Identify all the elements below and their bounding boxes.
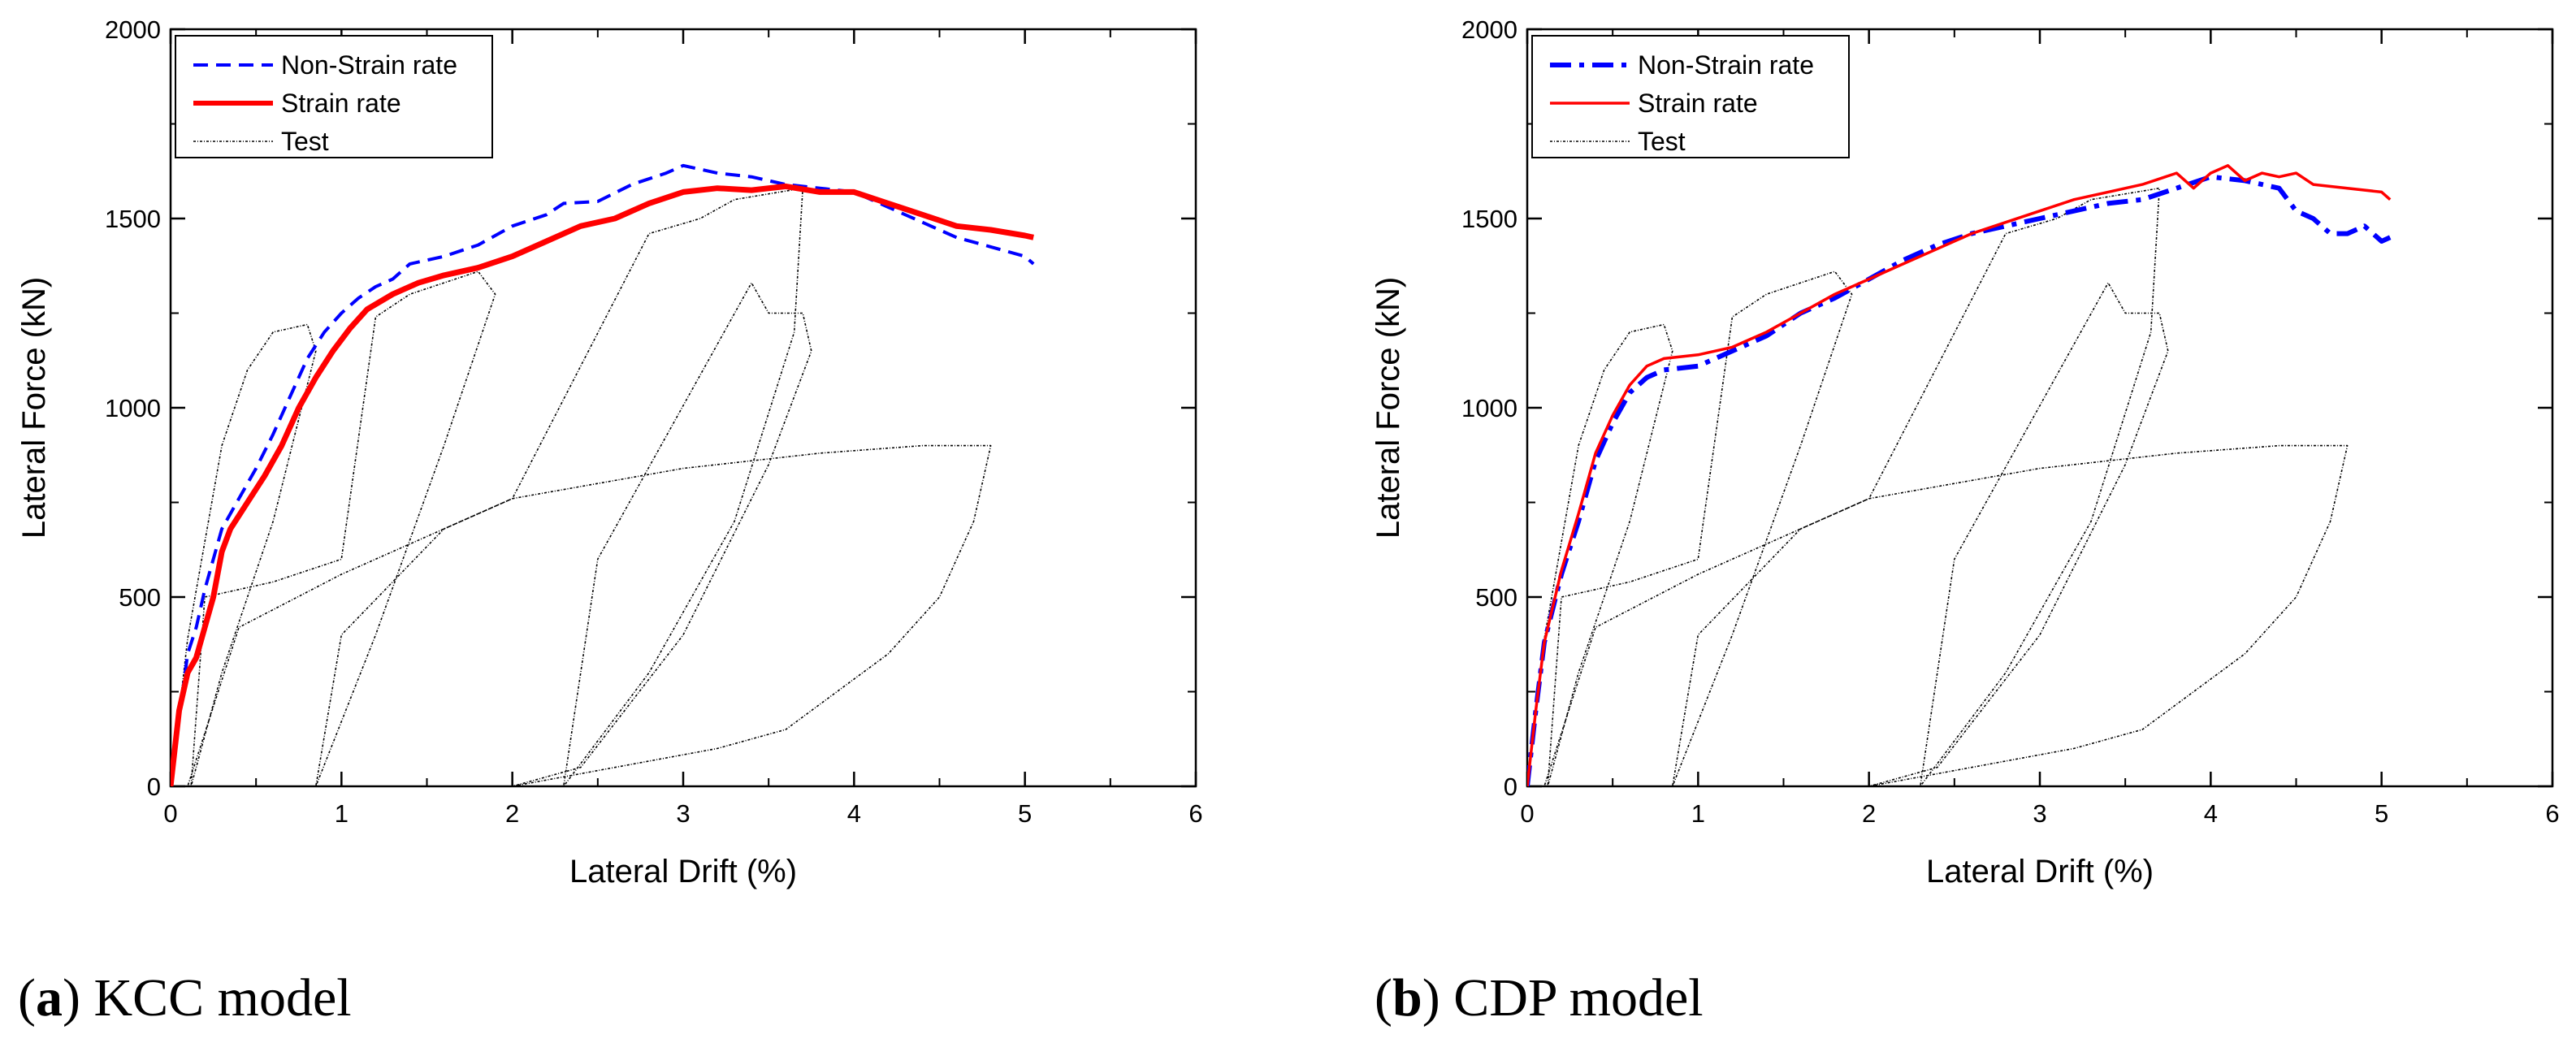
legend-label: Test <box>1638 127 1686 156</box>
y-tick-label: 0 <box>147 773 161 801</box>
y-tick-label: 1500 <box>105 205 161 233</box>
y-tick-label: 2000 <box>105 15 161 44</box>
series-line-test <box>1527 187 2349 786</box>
x-tick-label: 6 <box>2545 799 2559 828</box>
x-tick-label: 4 <box>847 799 861 828</box>
series-line-test <box>171 187 992 786</box>
x-tick-label: 2 <box>505 799 519 828</box>
chart-panel-cdp: 0 1 2 3 4 5 6 0 500 1000 1500 2000 Lateral Drift (%)… <box>1370 15 2560 1028</box>
y-tick-label: 1500 <box>1461 205 1517 233</box>
series-line-non-strain-rate <box>171 163 1035 786</box>
y-tick-label: 1000 <box>105 394 161 422</box>
y-tick-label: 0 <box>1504 773 1517 801</box>
x-tick-label: 1 <box>1691 799 1705 828</box>
legend-box <box>1531 35 1850 158</box>
panel-caption: (a) KCC model <box>18 968 352 1028</box>
x-tick-label: 5 <box>2375 799 2388 828</box>
x-tick-label: 3 <box>2033 799 2046 828</box>
legend-box <box>175 35 493 158</box>
y-tick-label: 500 <box>119 583 161 612</box>
series-line-non-strain-rate <box>1527 174 2392 786</box>
x-tick-label: 0 <box>1520 799 1534 828</box>
x-tick-label: 4 <box>2204 799 2218 828</box>
series-line-strain-rate <box>1527 164 2392 786</box>
y-axis-title: Lateral Force (kN) <box>1370 277 1406 539</box>
legend-label: Non-Strain rate <box>281 50 457 80</box>
legend-label: Test <box>281 127 329 156</box>
legend-label: Strain rate <box>1638 89 1758 118</box>
x-tick-label: 6 <box>1188 799 1202 828</box>
x-tick-label: 2 <box>1862 799 1876 828</box>
x-tick-label: 1 <box>335 799 349 828</box>
x-axis-title: Lateral Drift (%) <box>1926 854 2154 889</box>
x-tick-label: 3 <box>676 799 690 828</box>
x-tick-label: 0 <box>163 799 177 828</box>
legend-label: Strain rate <box>281 89 401 118</box>
legend-label: Non-Strain rate <box>1638 50 1814 80</box>
panel-caption: (b) CDP model <box>1375 968 1704 1028</box>
x-axis-title: Lateral Drift (%) <box>569 854 797 889</box>
y-axis-title: Lateral Force (kN) <box>16 277 52 539</box>
y-tick-label: 2000 <box>1461 15 1517 44</box>
series-line-strain-rate <box>171 183 1034 786</box>
y-tick-label: 500 <box>1475 583 1517 612</box>
y-tick-label: 1000 <box>1461 394 1517 422</box>
chart-panel-kcc: 0 1 2 3 4 5 6 0 500 1000 1500 2000 Lateral Drift (%)… <box>16 15 1203 1028</box>
x-tick-label: 5 <box>1018 799 1032 828</box>
